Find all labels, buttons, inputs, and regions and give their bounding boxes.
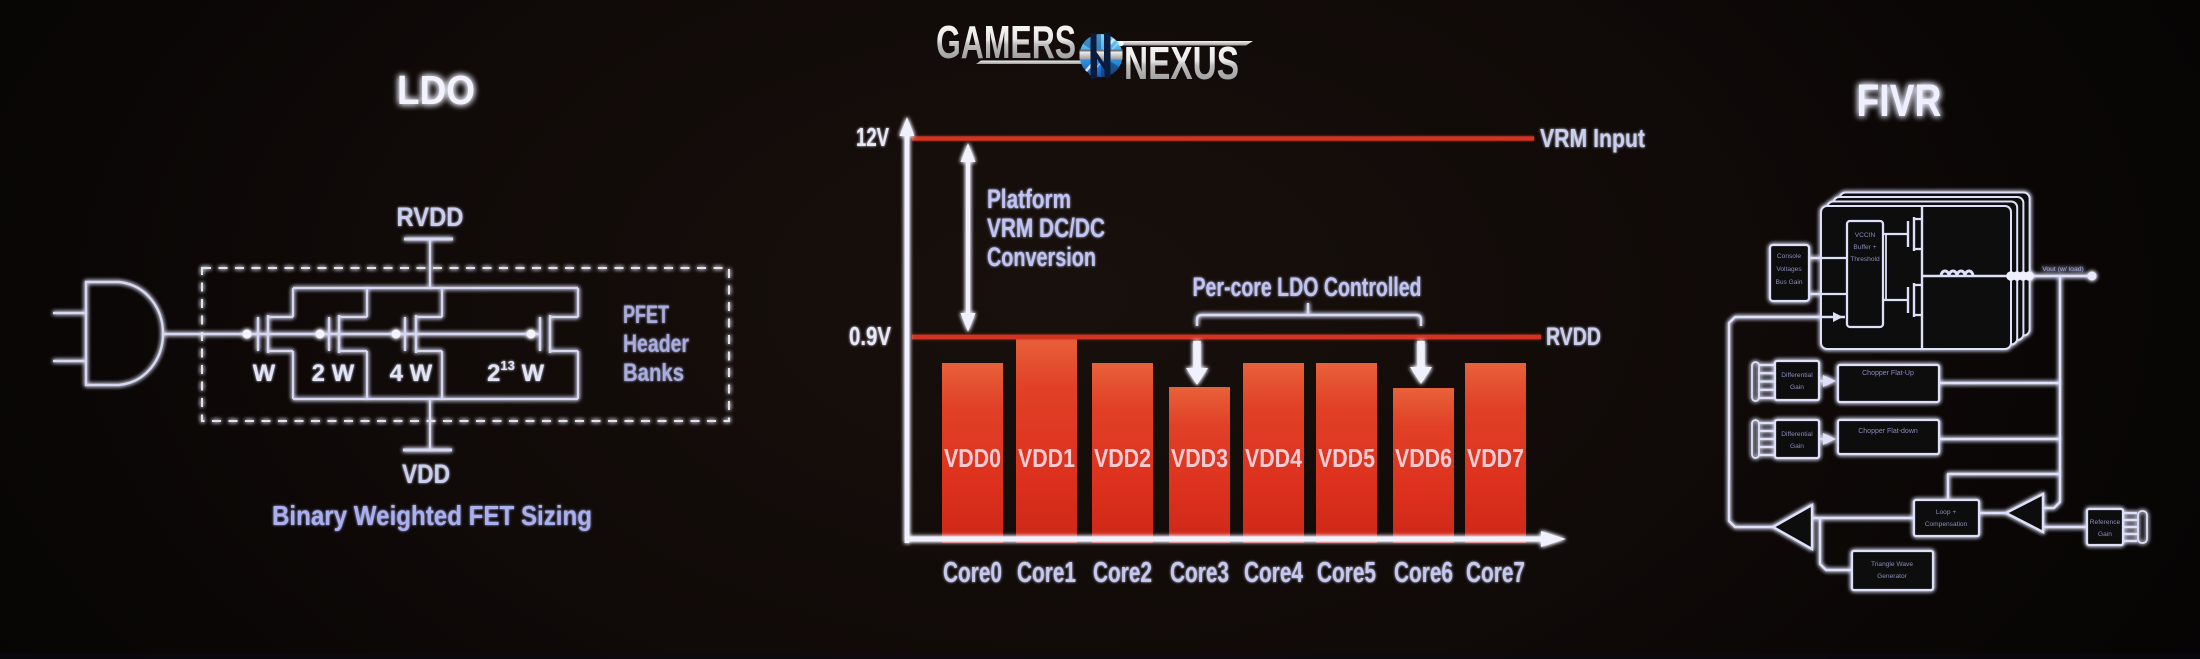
svg-text:VDD3: VDD3 xyxy=(1171,443,1228,473)
svg-text:Banks: Banks xyxy=(623,359,684,387)
svg-text:Chopper Flat-Up: Chopper Flat-Up xyxy=(1862,370,1914,377)
svg-text:Bus Gain: Bus Gain xyxy=(1775,279,1802,286)
svg-text:Console: Console xyxy=(1777,253,1802,260)
svg-text:0.9V: 0.9V xyxy=(849,321,892,351)
svg-text:VDD6: VDD6 xyxy=(1395,443,1452,473)
svg-text:Loop +: Loop + xyxy=(1936,509,1957,516)
svg-text:VCCIN: VCCIN xyxy=(1855,232,1876,239)
svg-text:Binary Weighted FET Sizing: Binary Weighted FET Sizing xyxy=(272,500,592,531)
svg-text:Triangle Wave: Triangle Wave xyxy=(1871,561,1913,568)
svg-text:12V: 12V xyxy=(856,122,889,152)
svg-text:GAMERS: GAMERS xyxy=(936,16,1076,68)
svg-text:Core4: Core4 xyxy=(1244,557,1303,589)
svg-text:Differential: Differential xyxy=(1781,431,1813,438)
svg-text:VDD4: VDD4 xyxy=(1245,443,1302,473)
svg-text:Per-core LDO Controlled: Per-core LDO Controlled xyxy=(1193,272,1422,302)
svg-text:Reference: Reference xyxy=(2090,519,2121,526)
svg-text:VDD1: VDD1 xyxy=(1018,443,1075,473)
svg-text:Platform: Platform xyxy=(987,184,1071,214)
svg-text:Conversion: Conversion xyxy=(987,242,1096,272)
svg-text:213 W: 213 W xyxy=(487,358,544,387)
svg-text:VDD2: VDD2 xyxy=(1094,443,1151,473)
svg-text:Differential: Differential xyxy=(1781,372,1813,379)
svg-text:Core1: Core1 xyxy=(1017,557,1076,589)
svg-text:VDD7: VDD7 xyxy=(1467,443,1524,473)
svg-text:Core6: Core6 xyxy=(1394,557,1453,589)
svg-text:Core3: Core3 xyxy=(1170,557,1229,589)
svg-text:Voltages: Voltages xyxy=(1776,266,1802,273)
svg-text:Header: Header xyxy=(623,330,689,358)
svg-text:VDD5: VDD5 xyxy=(1318,443,1375,473)
svg-text:LDO: LDO xyxy=(397,67,475,113)
svg-text:FIVR: FIVR xyxy=(1857,75,1942,126)
svg-text:Buffer +: Buffer + xyxy=(1853,244,1876,251)
svg-text:PFET: PFET xyxy=(623,301,669,329)
svg-text:Core7: Core7 xyxy=(1466,557,1525,589)
svg-text:Gain: Gain xyxy=(2098,531,2112,538)
svg-text:Core0: Core0 xyxy=(943,557,1002,589)
svg-text:Generator: Generator xyxy=(1877,573,1907,580)
svg-text:Vout (w/ load): Vout (w/ load) xyxy=(2042,266,2084,273)
svg-text:Core2: Core2 xyxy=(1093,557,1152,589)
svg-text:VDD: VDD xyxy=(402,459,450,489)
svg-text:Chopper Flat-down: Chopper Flat-down xyxy=(1858,428,1918,435)
svg-text:Compensation: Compensation xyxy=(1925,521,1968,528)
svg-text:Threshold: Threshold xyxy=(1850,256,1880,263)
svg-text:Gain: Gain xyxy=(1790,443,1804,450)
svg-text:4 W: 4 W xyxy=(390,360,433,387)
svg-text:VDD0: VDD0 xyxy=(944,443,1001,473)
svg-text:Gain: Gain xyxy=(1790,384,1804,391)
svg-text:VRM Input: VRM Input xyxy=(1540,123,1645,153)
svg-text:NEXUS: NEXUS xyxy=(1124,37,1239,89)
svg-text:RVDD: RVDD xyxy=(1546,323,1601,351)
svg-text:Core5: Core5 xyxy=(1317,557,1376,589)
svg-text:2 W: 2 W xyxy=(312,360,355,387)
svg-text:RVDD: RVDD xyxy=(397,202,464,232)
svg-text:VRM DC/DC: VRM DC/DC xyxy=(987,213,1105,243)
svg-text:W: W xyxy=(253,360,276,387)
